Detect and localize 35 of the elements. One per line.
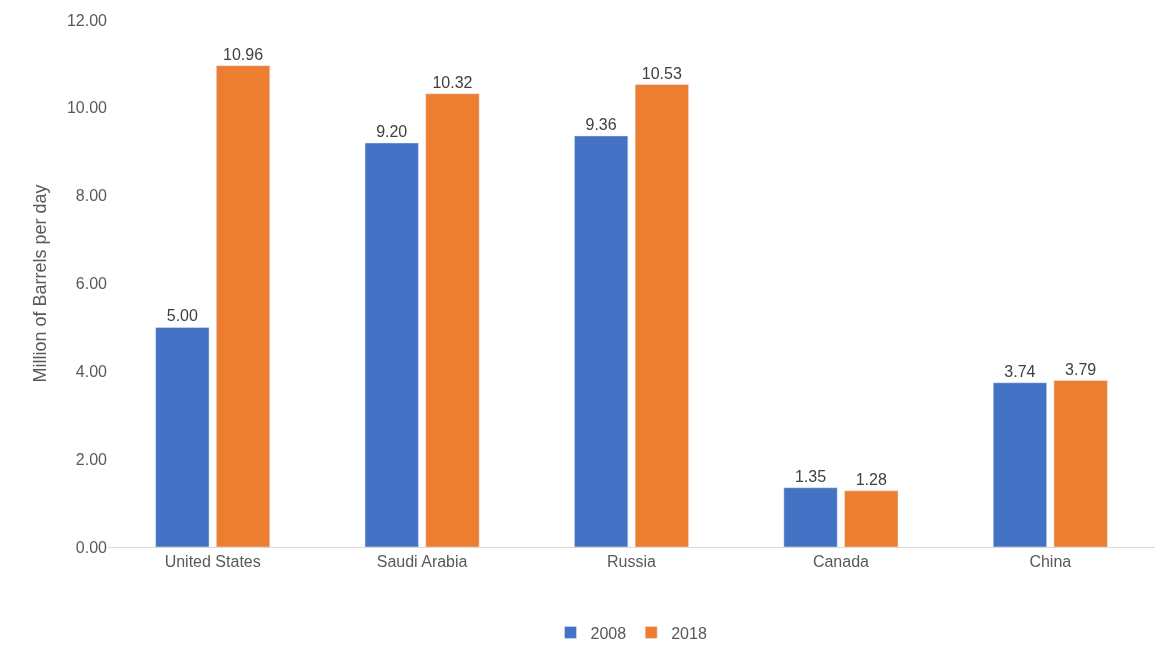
y-tick-label: 2.00	[75, 450, 108, 468]
bar	[634, 84, 689, 547]
data-label: 9.20	[376, 122, 408, 140]
y-tick-label: 8.00	[75, 187, 108, 205]
y-tick-label: 4.00	[75, 362, 108, 380]
data-label: 10.32	[432, 73, 473, 91]
x-tick-label: Canada	[812, 553, 870, 571]
data-label: 1.35	[794, 467, 827, 485]
data-label: 9.36	[585, 115, 617, 133]
data-label: 5.00	[166, 307, 198, 325]
bar	[425, 93, 480, 547]
data-label: 3.79	[1065, 360, 1097, 378]
data-label: 1.28	[855, 470, 887, 488]
x-tick-label: United States	[164, 553, 261, 571]
bar	[216, 65, 271, 547]
data-label: 3.74	[1004, 362, 1036, 380]
x-tick-label: Russia	[607, 553, 657, 571]
bar	[155, 327, 210, 547]
x-tick-label: China	[1029, 553, 1072, 571]
data-label: 10.96	[222, 45, 264, 63]
bar	[844, 490, 899, 547]
legend-label: 2018	[671, 624, 707, 642]
data-label: 10.53	[641, 64, 682, 82]
bar	[992, 382, 1047, 547]
bar	[574, 135, 629, 547]
y-tick-label: 0.00	[75, 538, 108, 556]
y-tick-label: 12.00	[66, 11, 108, 29]
x-tick-label: Saudi Arabia	[376, 553, 468, 571]
y-axis-title: Million of Barrels per day	[30, 184, 51, 383]
bar	[1053, 380, 1108, 547]
y-tick-label: 6.00	[75, 275, 108, 293]
bar	[783, 487, 838, 547]
legend-label: 2008	[590, 624, 627, 642]
bar	[364, 142, 419, 547]
y-tick-label: 10.00	[66, 99, 108, 117]
